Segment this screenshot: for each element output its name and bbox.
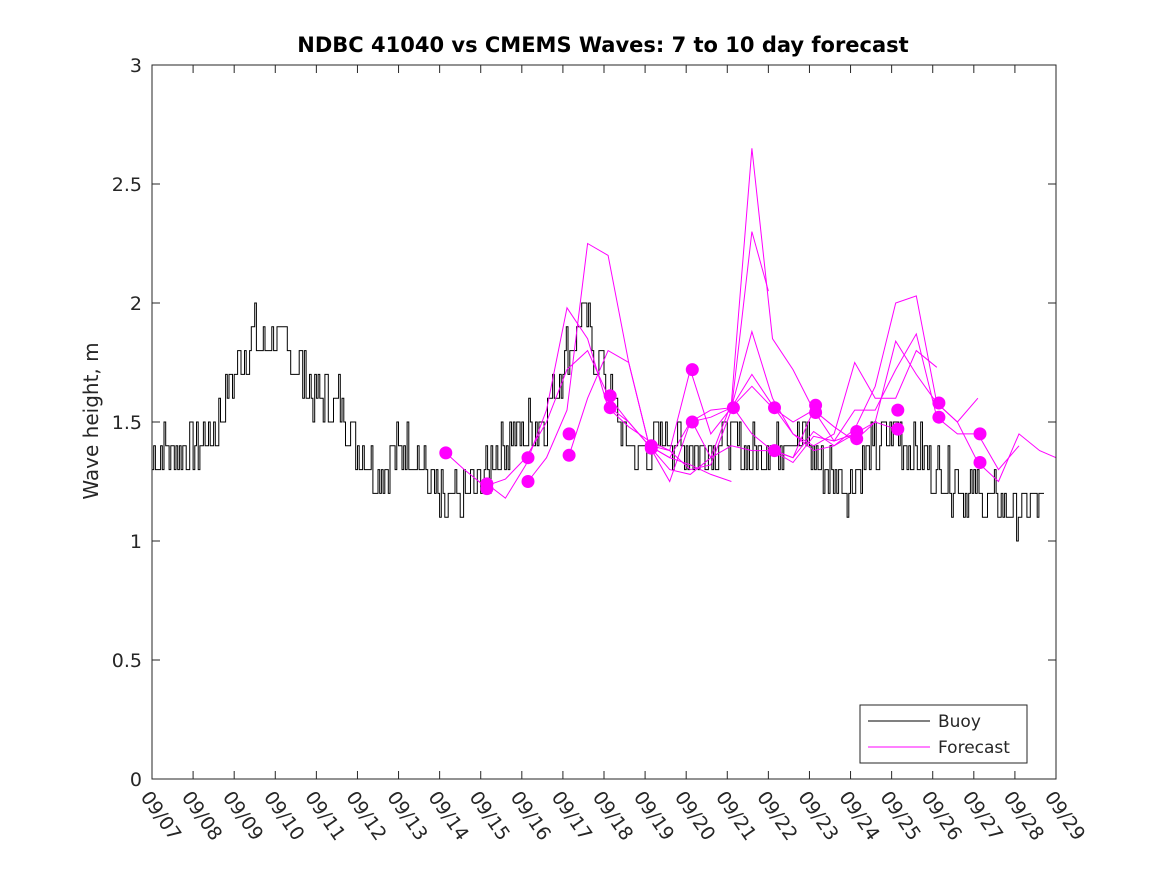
x-tick-label: 09/28 <box>999 787 1048 844</box>
forecast-marker <box>644 439 658 453</box>
forecast-run-line-2 <box>486 231 769 499</box>
forecast-run-line-7 <box>691 295 979 459</box>
x-tick-label: 09/10 <box>259 787 308 844</box>
y-tick-label: 1.5 <box>112 412 142 434</box>
x-tick-label: 09/13 <box>382 787 431 844</box>
forecast-marker <box>480 477 494 491</box>
forecast-marker <box>932 410 946 424</box>
y-axis-label: Wave height, m <box>79 342 103 499</box>
x-tick-label: 09/11 <box>300 787 349 844</box>
x-tick-label: 09/27 <box>958 787 1007 844</box>
forecast-marker <box>973 427 987 441</box>
x-tick-label: 09/29 <box>1040 787 1089 844</box>
x-tick-label: 09/16 <box>506 787 555 844</box>
buoy-series-line <box>152 302 1044 542</box>
x-tick-label: 09/09 <box>218 787 267 844</box>
forecast-marker <box>850 425 864 438</box>
forecast-marker <box>932 396 946 410</box>
x-tick-label: 09/19 <box>629 787 678 844</box>
x-tick-label: 09/12 <box>341 787 390 844</box>
x-tick-label: 09/25 <box>876 787 925 844</box>
y-tick-label: 0.5 <box>112 650 142 672</box>
forecast-run-line-6 <box>651 349 938 452</box>
forecast-marker <box>603 389 617 403</box>
x-tick-label: 09/14 <box>424 787 473 844</box>
forecast-marker <box>768 444 781 458</box>
chart-title: NDBC 41040 vs CMEMS Waves: 7 to 10 day f… <box>297 33 908 57</box>
legend-forecast-label: Forecast <box>938 738 1010 758</box>
x-tick-label: 09/24 <box>834 787 883 844</box>
forecast-marker <box>562 448 576 462</box>
forecast-marker <box>685 415 699 429</box>
x-tick-label: 09/22 <box>752 787 801 844</box>
forecast-marker <box>891 422 905 436</box>
forecast-marker <box>809 398 823 412</box>
forecast-marker <box>973 456 987 469</box>
forecast-marker <box>768 401 781 415</box>
y-tick-label: 0 <box>130 769 142 791</box>
forecast-marker <box>521 451 535 465</box>
y-tick-label: 2.5 <box>112 174 142 196</box>
x-tick-label: 09/21 <box>711 787 760 844</box>
forecast-run-line-3 <box>527 148 815 482</box>
x-tick-label: 09/17 <box>547 787 596 844</box>
forecast-run-line-4 <box>568 349 855 483</box>
legend-buoy-label: Buoy <box>938 712 981 732</box>
forecast-marker <box>521 475 535 488</box>
x-tick-label: 09/15 <box>465 787 514 844</box>
x-tick-label: 09/08 <box>177 787 226 844</box>
forecast-marker <box>439 446 453 460</box>
x-tick-label: 09/18 <box>588 787 637 844</box>
y-tick-label: 3 <box>130 55 142 77</box>
x-tick-label: 09/26 <box>917 787 966 844</box>
forecast-marker <box>562 427 576 441</box>
forecast-marker <box>891 403 905 417</box>
x-tick-label: 09/20 <box>670 787 719 844</box>
legend-box <box>859 704 1028 764</box>
forecast-marker <box>726 401 740 415</box>
x-tick-label: 09/23 <box>793 787 842 844</box>
plot-area <box>152 148 1057 542</box>
forecast-marker <box>603 401 617 415</box>
legend: Buoy Forecast <box>859 704 1028 764</box>
y-tick-label: 2 <box>130 293 142 315</box>
y-tick-label: 1 <box>130 531 142 553</box>
x-tick-label: 09/07 <box>136 787 185 844</box>
forecast-marker <box>685 363 699 377</box>
